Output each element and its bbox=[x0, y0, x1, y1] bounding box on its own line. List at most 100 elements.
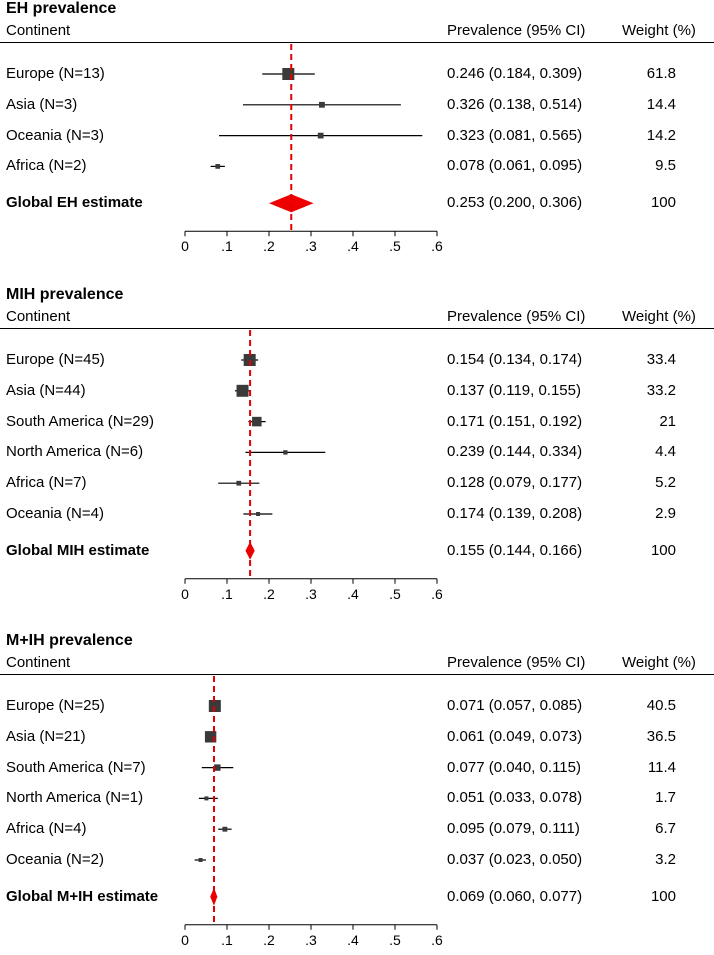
x-tick-label: .1 bbox=[221, 932, 233, 948]
row-prevalence: 0.095 (0.079, 0.111) bbox=[447, 820, 580, 838]
x-tick-label: .4 bbox=[347, 932, 359, 948]
panel-title: M+IH prevalence bbox=[6, 632, 133, 649]
row-prevalence: 0.128 (0.079, 0.177) bbox=[447, 474, 583, 492]
row-weight: 6.7 bbox=[655, 820, 676, 838]
x-tick-label: .2 bbox=[263, 238, 275, 254]
table-row: Asia (N=21) 0.061 (0.049, 0.073) 36.5 bbox=[0, 727, 714, 747]
row-prevalence: 0.137 (0.119, 0.155) bbox=[447, 381, 581, 399]
row-weight: 33.2 bbox=[646, 381, 676, 399]
row-prevalence: 0.061 (0.049, 0.073) bbox=[447, 727, 583, 745]
row-label: Europe (N=45) bbox=[6, 351, 105, 368]
global-row: Global EH estimate 0.253 (0.200, 0.306) 10… bbox=[0, 193, 714, 213]
row-prevalence: 0.037 (0.023, 0.050) bbox=[447, 851, 583, 868]
estimate-marker bbox=[252, 416, 262, 427]
estimate-marker bbox=[236, 384, 249, 397]
forest-plot-svg: 0 .1 .2 .3 .4 .5 .6 bbox=[181, 676, 443, 948]
table-row: Europe (N=13) 0.246 (0.184, 0.309) 61.8 bbox=[0, 64, 714, 84]
table-row: Oceania (N=2) 0.037 (0.023, 0.050) 3.2 bbox=[0, 850, 714, 870]
x-tick-label: .3 bbox=[305, 932, 317, 948]
column-header-weight: Weight (%) bbox=[622, 308, 696, 325]
row-prevalence: 0.071 (0.057, 0.085) bbox=[447, 697, 583, 714]
row-label: North America (N=6) bbox=[6, 443, 144, 461]
row-weight: 36.5 bbox=[646, 727, 676, 745]
table-row: Oceania (N=3) 0.323 (0.081, 0.565) 14.2 bbox=[0, 126, 714, 146]
row-label: Asia (N=3) bbox=[6, 95, 78, 113]
row-prevalence: 0.326 (0.138, 0.514) bbox=[447, 95, 583, 113]
x-tick-label: 0 bbox=[181, 238, 189, 254]
table-row: Asia (N=44) 0.137 (0.119, 0.155) 33.2 bbox=[0, 381, 714, 401]
row-label: Asia (N=21) bbox=[6, 727, 86, 745]
row-label: Oceania (N=4) bbox=[6, 505, 104, 522]
row-prevalence: 0.323 (0.081, 0.565) bbox=[447, 126, 583, 144]
global-weight: 100 bbox=[650, 887, 676, 905]
table-row: Asia (N=3) 0.326 (0.138, 0.514) 14.4 bbox=[0, 95, 714, 115]
forest-panel: M+IH prevalence Continent Prevalence (95% … bbox=[0, 632, 714, 955]
global-prevalence: 0.069 (0.060, 0.077) bbox=[447, 887, 583, 905]
global-label: Global M+IH estimate bbox=[6, 887, 159, 905]
row-prevalence: 0.174 (0.139, 0.208) bbox=[447, 505, 583, 522]
estimate-marker bbox=[283, 450, 288, 455]
forest-panel: MIH prevalence Continent Prevalence (95% C… bbox=[0, 286, 714, 609]
x-tick-label: 0 bbox=[181, 932, 189, 948]
column-header-prevalence: Prevalence (95% CI) bbox=[447, 654, 586, 671]
row-weight: 11.4 bbox=[647, 758, 676, 776]
estimate-marker bbox=[317, 132, 324, 139]
x-tick-label: .6 bbox=[431, 932, 443, 948]
header-rule bbox=[0, 42, 714, 43]
x-tick-label: .1 bbox=[221, 238, 233, 254]
x-tick-label: .5 bbox=[389, 586, 401, 602]
header-rule bbox=[0, 674, 714, 675]
x-tick-label: .6 bbox=[431, 238, 443, 254]
estimate-marker bbox=[236, 480, 242, 486]
x-tick-label: .4 bbox=[347, 586, 359, 602]
estimate-marker bbox=[282, 68, 295, 80]
x-tick-label: .6 bbox=[431, 586, 443, 602]
row-label: Oceania (N=2) bbox=[6, 851, 104, 868]
row-prevalence: 0.154 (0.134, 0.174) bbox=[447, 351, 583, 368]
row-weight: 40.5 bbox=[646, 697, 676, 714]
table-row: South America (N=7) 0.077 (0.040, 0.115) 1… bbox=[0, 758, 714, 778]
row-label: Europe (N=25) bbox=[6, 697, 105, 714]
global-estimate-diamond bbox=[269, 194, 314, 213]
table-row: Europe (N=45) 0.154 (0.134, 0.174) 33.4 bbox=[0, 350, 714, 370]
global-row: Global MIH estimate 0.155 (0.144, 0.166) 1… bbox=[0, 541, 714, 561]
row-weight: 4.4 bbox=[655, 443, 676, 461]
table-row: Oceania (N=4) 0.174 (0.139, 0.208) 2.9 bbox=[0, 504, 714, 524]
table-row: North America (N=1) 0.051 (0.033, 0.078) 1… bbox=[0, 788, 714, 808]
table-row: North America (N=6) 0.239 (0.144, 0.334) 4… bbox=[0, 442, 714, 462]
column-header-weight: Weight (%) bbox=[622, 22, 696, 39]
global-prevalence: 0.253 (0.200, 0.306) bbox=[447, 194, 583, 212]
row-weight: 61.8 bbox=[646, 65, 676, 82]
row-label: South America (N=29) bbox=[6, 412, 154, 430]
x-tick-label: .1 bbox=[221, 586, 233, 602]
x-tick-label: .2 bbox=[263, 932, 275, 948]
forest-plot-svg: 0 .1 .2 .3 .4 .5 .6 bbox=[181, 330, 443, 602]
column-header-prevalence: Prevalence (95% CI) bbox=[447, 22, 586, 39]
row-label: South America (N=7) bbox=[6, 758, 146, 776]
row-prevalence: 0.051 (0.033, 0.078) bbox=[447, 789, 583, 807]
row-weight: 33.4 bbox=[646, 351, 676, 368]
estimate-marker bbox=[256, 512, 261, 516]
row-prevalence: 0.239 (0.144, 0.334) bbox=[447, 443, 583, 461]
estimate-marker bbox=[215, 164, 221, 169]
x-tick-label: .3 bbox=[305, 238, 317, 254]
global-weight: 100 bbox=[650, 194, 676, 212]
estimate-marker bbox=[198, 858, 203, 862]
column-header-weight: Weight (%) bbox=[622, 654, 696, 671]
panel-title: MIH prevalence bbox=[6, 286, 124, 303]
row-label: Africa (N=2) bbox=[6, 157, 87, 175]
table-row: South America (N=29) 0.171 (0.151, 0.192)… bbox=[0, 412, 714, 432]
row-weight: 3.2 bbox=[655, 851, 676, 868]
row-label: Africa (N=4) bbox=[6, 820, 87, 838]
estimate-marker bbox=[319, 101, 325, 108]
row-label: Asia (N=44) bbox=[6, 381, 86, 399]
header-rule bbox=[0, 328, 714, 329]
global-label: Global MIH estimate bbox=[6, 541, 150, 559]
row-weight: 14.2 bbox=[646, 126, 676, 144]
row-prevalence: 0.246 (0.184, 0.309) bbox=[447, 65, 583, 82]
row-prevalence: 0.078 (0.061, 0.095) bbox=[447, 157, 583, 175]
row-weight: 2.9 bbox=[655, 505, 676, 522]
table-row: Africa (N=7) 0.128 (0.079, 0.177) 5.2 bbox=[0, 473, 714, 493]
row-weight: 5.2 bbox=[655, 474, 676, 492]
row-label: Europe (N=13) bbox=[6, 65, 105, 82]
